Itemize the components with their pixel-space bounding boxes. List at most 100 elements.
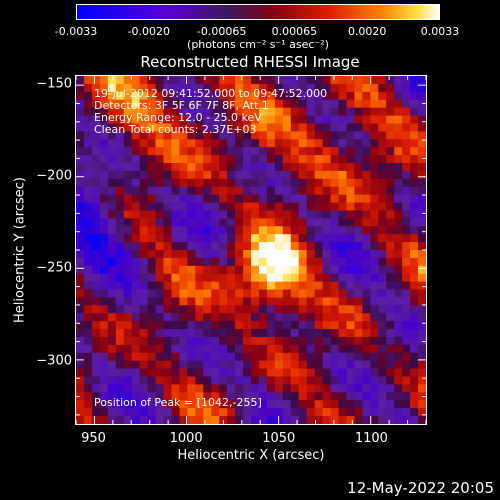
heatmap-cell: [290, 147, 300, 156]
heatmap-cell: [99, 99, 109, 109]
heatmap-cell: [203, 400, 212, 409]
heatmap-cell: [378, 155, 387, 164]
heatmap-cell: [235, 329, 244, 338]
heatmap-cell: [298, 321, 308, 330]
heatmap-cell: [99, 210, 109, 219]
heatmap-cell: [402, 226, 411, 235]
heatmap-cell: [83, 163, 93, 172]
heatmap-cell: [171, 202, 181, 212]
heatmap-cell: [378, 400, 387, 409]
heatmap-cell: [386, 194, 395, 204]
heatmap-cell: [266, 250, 276, 259]
heatmap-cell: [139, 337, 149, 346]
heatmap-cell: [314, 178, 324, 188]
heatmap-cell: [91, 226, 101, 235]
heatmap-cell: [258, 289, 268, 299]
heatmap-cell: [258, 400, 268, 409]
heatmap-cell: [99, 91, 109, 101]
heatmap-cell: [187, 107, 196, 117]
heatmap-cell: [306, 91, 316, 101]
heatmap-cell: [378, 352, 387, 362]
heatmap-cell: [338, 170, 348, 180]
heatmap-cell: [266, 384, 276, 393]
heatmap-cell: [219, 392, 228, 401]
heatmap-cell: [235, 360, 244, 370]
heatmap-cell: [211, 273, 220, 283]
heatmap-cell: [107, 297, 117, 306]
heatmap-cell: [386, 178, 395, 188]
heatmap-cell: [91, 170, 101, 180]
heatmap-cell: [338, 218, 348, 227]
heatmap-cell: [76, 384, 85, 393]
heatmap-cell: [266, 305, 276, 314]
heatmap-cell: [370, 76, 379, 85]
heatmap-cell: [123, 408, 133, 417]
heatmap-cell: [266, 257, 276, 267]
heatmap-cell: [354, 384, 363, 393]
heatmap-cell: [266, 226, 276, 235]
heatmap-cell: [394, 265, 403, 275]
heatmap-cell: [314, 273, 324, 283]
heatmap-cell: [76, 289, 85, 299]
heatmap-cell: [76, 360, 85, 370]
heatmap-cell: [274, 170, 284, 180]
heatmap-cell: [338, 178, 348, 188]
heatmap-cell: [314, 226, 324, 235]
heatmap-cell: [211, 360, 220, 370]
heatmap-cell: [195, 99, 204, 109]
heatmap-cell: [274, 107, 284, 117]
heatmap-cell: [187, 305, 196, 314]
heatmap-cell: [306, 194, 316, 204]
heatmap-cell: [131, 99, 141, 109]
heatmap-cell: [370, 115, 379, 125]
heatmap-cell: [179, 305, 188, 314]
heatmap-cell: [243, 76, 252, 85]
heatmap-cell: [83, 297, 93, 306]
heatmap-cell: [410, 360, 419, 370]
heatmap-cell: [362, 83, 371, 93]
heatmap-cell: [171, 123, 181, 132]
heatmap-cell: [362, 123, 371, 132]
heatmap-cell: [282, 202, 292, 212]
heatmap-cell: [115, 257, 125, 267]
heatmap-cell: [179, 321, 188, 330]
heatmap-cell: [370, 281, 379, 291]
x-tick-label: 1000: [169, 431, 203, 446]
heatmap-cell: [171, 297, 181, 306]
heatmap-cell: [386, 91, 395, 101]
heatmap-cell: [274, 368, 284, 378]
heatmap-cell: [76, 218, 85, 227]
heatmap-cell: [83, 234, 93, 243]
heatmap-cell: [139, 99, 149, 109]
heatmap-cell: [107, 273, 117, 283]
heatmap-cell: [306, 305, 316, 314]
heatmap-cell: [83, 337, 93, 346]
heatmap-cell: [354, 400, 363, 409]
heatmap-cell: [147, 226, 157, 235]
heatmap-cell: [378, 305, 387, 314]
heatmap-cell: [338, 313, 348, 322]
heatmap-cell: [386, 99, 395, 109]
heatmap-cell: [338, 376, 348, 386]
heatmap-cell: [282, 289, 292, 299]
heatmap-cell: [171, 329, 181, 338]
heatmap-cell: [107, 242, 117, 251]
heatmap-cell: [99, 178, 109, 188]
heatmap-cell: [91, 257, 101, 267]
heatmap-cell: [330, 226, 340, 235]
heatmap-cell: [179, 273, 188, 283]
heatmap-cell: [322, 352, 332, 362]
heatmap-cell: [251, 297, 260, 306]
heatmap-cell: [91, 76, 101, 85]
heatmap-cell: [418, 281, 426, 291]
heatmap-cell: [187, 76, 196, 85]
heatmap-cell: [370, 250, 379, 259]
heatmap-cell: [219, 400, 228, 409]
heatmap-cell: [410, 273, 419, 283]
heatmap-cell: [203, 281, 212, 291]
heatmap-cell: [306, 289, 316, 299]
heatmap-cell: [76, 416, 85, 424]
heatmap-cell: [410, 400, 419, 409]
heatmap-cell: [227, 360, 236, 370]
heatmap-cell: [139, 400, 149, 409]
